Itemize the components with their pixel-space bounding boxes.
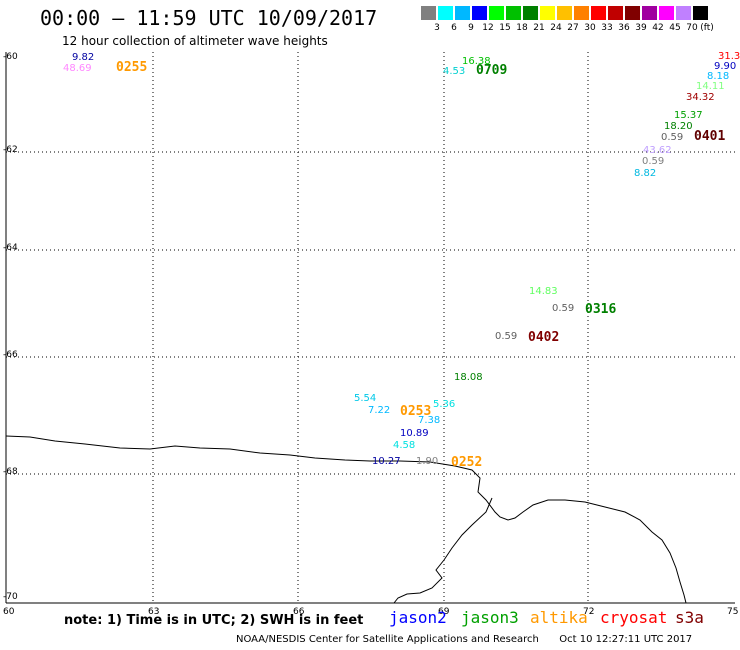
- wave-height-label: 5.36: [433, 399, 456, 410]
- satellite-label-cryosat: cryosat: [600, 608, 668, 627]
- y-tick-label: -70: [3, 592, 18, 602]
- legend-swatch: [625, 6, 640, 20]
- pass-time-label: 0401: [694, 129, 726, 144]
- legend-swatch: [455, 6, 470, 20]
- wave-height-label: 9.90: [714, 61, 737, 72]
- wave-height-label: 8.82: [634, 168, 657, 179]
- y-tick-label: -66: [3, 350, 18, 360]
- satellite-label-jason3: jason3: [461, 608, 519, 627]
- x-tick-label: 72: [583, 607, 595, 617]
- pass-time-label: 0252: [451, 455, 483, 470]
- pass-time-label: 0255: [116, 60, 148, 75]
- wave-height-label: 15.37: [674, 110, 703, 121]
- wave-height-label: 14.11: [696, 81, 725, 92]
- wave-height-label: 14.83: [529, 286, 558, 297]
- legend-swatch: [540, 6, 555, 20]
- legend-swatch: [489, 6, 504, 20]
- wave-height-label: 8.18: [707, 71, 730, 82]
- map-subtitle: 12 hour collection of altimeter wave hei…: [62, 34, 328, 48]
- legend-label: 27: [567, 23, 579, 33]
- wave-height-label: 0.59: [495, 331, 518, 342]
- legend-swatch: [676, 6, 691, 20]
- pass-time-label: 0402: [528, 330, 560, 345]
- grid-lines: [6, 52, 735, 603]
- wave-height-label: 1.90: [416, 456, 439, 467]
- wave-height-label: 10.27: [372, 456, 401, 467]
- footer-note: note: 1) Time is in UTC; 2) SWH is in fe…: [64, 613, 364, 628]
- legend-label: 9: [468, 23, 474, 33]
- legend-swatch: [642, 6, 657, 20]
- legend-swatch: [608, 6, 623, 20]
- wave-height-label: 0.59: [642, 156, 665, 167]
- wave-height-label: 4.53: [443, 66, 466, 77]
- legend-swatch: [506, 6, 521, 20]
- wave-height-label: 9.82: [72, 52, 95, 63]
- map-title: 00:00 – 11:59 UTC 10/09/2017: [40, 6, 378, 30]
- wave-height-label: 10.89: [400, 428, 429, 439]
- legend-label: 39: [635, 23, 647, 33]
- legend-swatch: [574, 6, 589, 20]
- legend-swatch: [693, 6, 708, 20]
- legend-label: 18: [516, 23, 528, 33]
- wave-height-label: 16.38: [462, 56, 491, 67]
- legend-swatch: [438, 6, 453, 20]
- wave-height-label: 31.3: [718, 51, 740, 62]
- legend-label: 36: [618, 23, 630, 33]
- wave-height-label: 48.69: [63, 63, 92, 74]
- legend-swatch: [659, 6, 674, 20]
- wave-height-label: 5.54: [354, 393, 377, 404]
- legend-label: (ft): [700, 23, 714, 33]
- legend-swatch: [421, 6, 436, 20]
- y-tick-label: -64: [3, 243, 18, 253]
- legend-label: 21: [533, 23, 545, 33]
- legend-label: 45: [669, 23, 681, 33]
- wave-height-label: 7.38: [418, 415, 441, 426]
- legend-swatch: [472, 6, 487, 20]
- legend-label: 3: [434, 23, 440, 33]
- legend-swatch: [591, 6, 606, 20]
- satellite-label-s3a: s3a: [675, 608, 704, 627]
- legend-label: 30: [584, 23, 596, 33]
- legend-label: 24: [550, 23, 562, 33]
- wave-height-label: 0.59: [552, 303, 575, 314]
- wave-height-label: 7.22: [368, 405, 391, 416]
- legend-label: 15: [499, 23, 511, 33]
- legend-label: 70: [686, 23, 698, 33]
- legend-swatch: [523, 6, 538, 20]
- wave-height-label: 34.32: [686, 92, 715, 103]
- footer-credit: NOAA/NESDIS Center for Satellite Applica…: [236, 634, 692, 645]
- x-tick-label: 66: [293, 607, 305, 617]
- wave-height-label: 0.59: [661, 132, 684, 143]
- x-tick-label: 75: [727, 607, 739, 617]
- credit-agency: NOAA/NESDIS Center for Satellite Applica…: [236, 634, 539, 645]
- y-tick-label: -60: [3, 52, 18, 62]
- wave-height-label: 43.62: [643, 145, 672, 156]
- legend-label: 42: [652, 23, 664, 33]
- pass-time-label: 0253: [400, 404, 432, 419]
- x-tick-label: 60: [3, 607, 15, 617]
- legend-label: 12: [482, 23, 494, 33]
- wave-height-label: 18.08: [454, 372, 483, 383]
- legend-label: 6: [451, 23, 457, 33]
- satellite-label-jason2: jason2: [389, 608, 447, 627]
- credit-timestamp: Oct 10 12:27:11 UTC 2017: [559, 634, 693, 645]
- x-tick-label: 69: [438, 607, 450, 617]
- legend-label: 33: [601, 23, 613, 33]
- wave-height-label: 4.58: [393, 440, 416, 451]
- coastline: [5, 435, 687, 604]
- pass-time-label: 0709: [476, 63, 508, 78]
- y-tick-label: -62: [3, 145, 18, 155]
- legend-swatch: [557, 6, 572, 20]
- x-tick-label: 63: [148, 607, 160, 617]
- pass-time-label: 0316: [585, 302, 617, 317]
- y-tick-label: -68: [3, 467, 18, 477]
- coastline-inlet: [393, 497, 493, 604]
- wave-height-label: 18.20: [664, 121, 693, 132]
- satellite-label-altika: altika: [530, 608, 588, 627]
